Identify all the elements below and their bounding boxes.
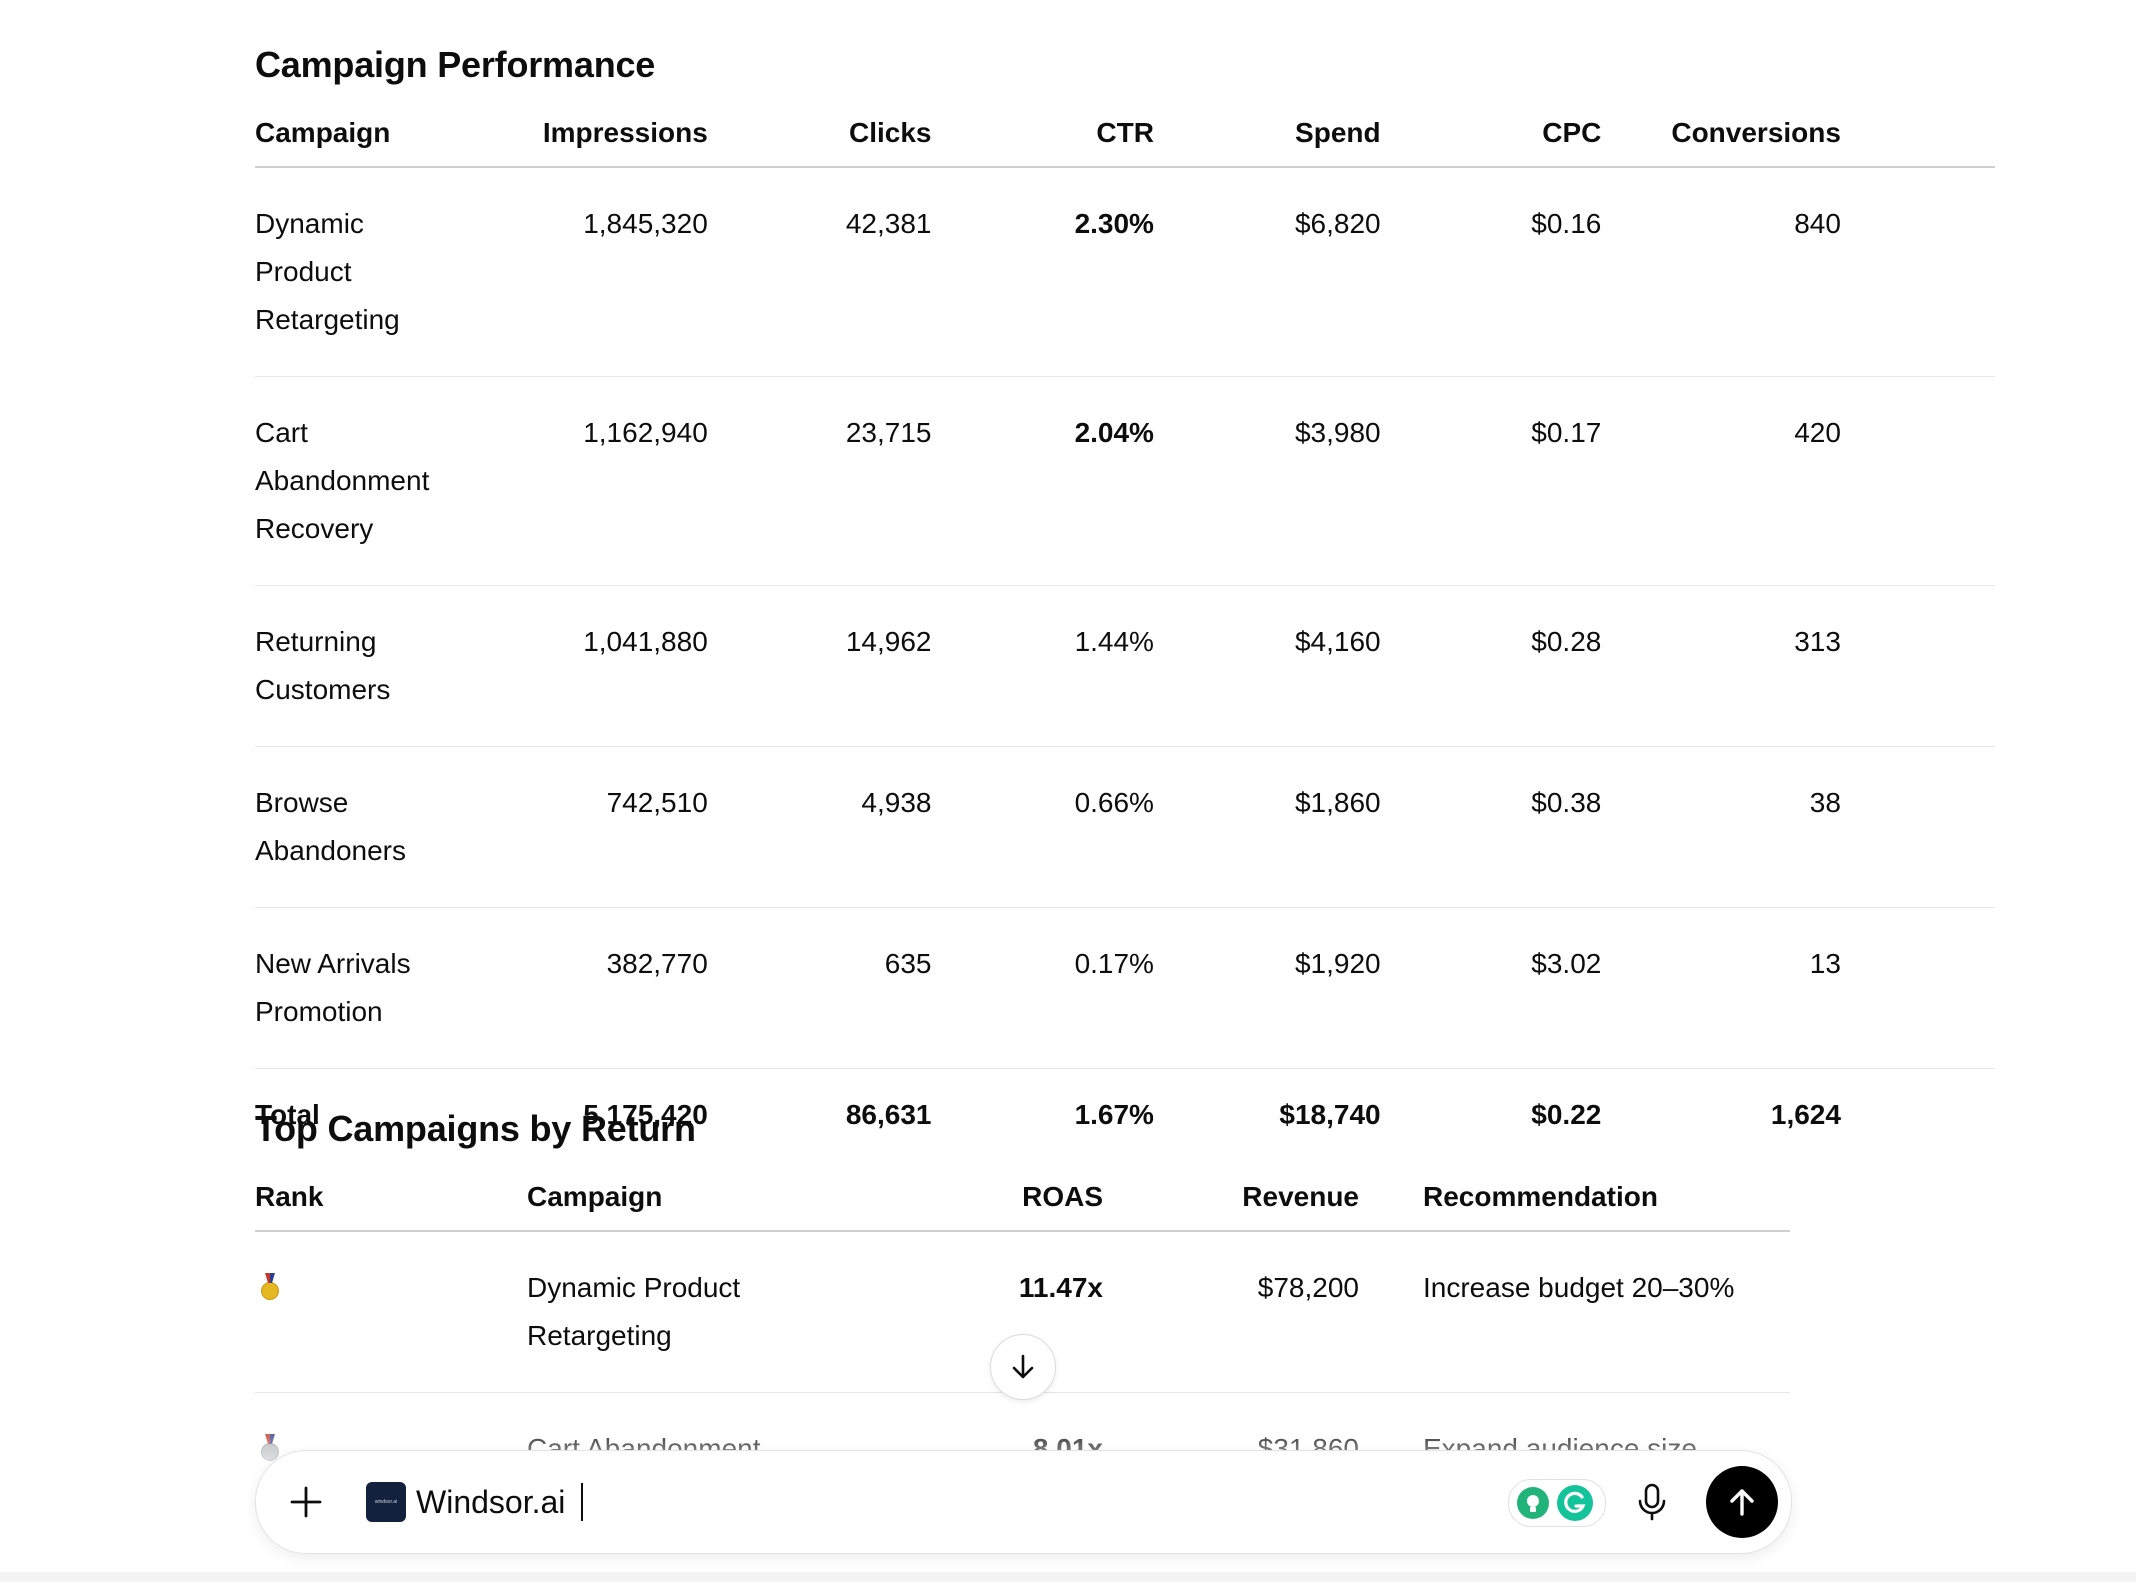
- cell-spacer: [1841, 747, 1995, 908]
- cell-clicks: 14,962: [845, 626, 932, 657]
- cell-spend: $6,820: [1294, 208, 1381, 239]
- header-campaign: Campaign: [527, 1181, 663, 1212]
- cell-spacer: [1841, 1069, 1995, 1172]
- campaign-performance-title: Campaign Performance: [255, 44, 656, 85]
- cell-impressions: 1,162,940: [583, 417, 708, 448]
- cell-total-conversions: 1,624: [1770, 1099, 1841, 1130]
- table-row: Browse Abandoners 742,510 4,938 0.66% $1…: [255, 747, 1995, 908]
- header-clicks: Clicks: [848, 117, 932, 148]
- gold-medal-icon: [261, 1282, 279, 1300]
- cell-conversions: 313: [1794, 626, 1841, 657]
- grammarly-icon[interactable]: [1557, 1485, 1593, 1521]
- send-button[interactable]: [1706, 1466, 1778, 1538]
- cell-spend: $4,160: [1294, 626, 1381, 657]
- cell-total-ctr: 1.67%: [1074, 1099, 1154, 1130]
- cell-clicks: 42,381: [845, 208, 932, 239]
- cell-ctr: 0.66%: [1074, 787, 1154, 818]
- header-roas: ROAS: [1022, 1181, 1103, 1212]
- arrow-up-icon: [1730, 1489, 1754, 1516]
- plus-icon[interactable]: [286, 1482, 326, 1522]
- table-row: Dynamic Product Retargeting 1,845,320 42…: [255, 167, 1995, 377]
- header-campaign: Campaign: [255, 117, 391, 148]
- scroll-to-bottom-button[interactable]: [990, 1334, 1056, 1400]
- cell-cpc: $3.02: [1531, 948, 1602, 979]
- windsor-logo-icon: windsor.ai: [366, 1482, 406, 1522]
- table-row: New Arrivals Promotion 382,770 635 0.17%…: [255, 908, 1995, 1069]
- microphone-icon[interactable]: [1632, 1481, 1672, 1523]
- cell-impressions: 1,845,320: [583, 208, 708, 239]
- table-row: Returning Customers 1,041,880 14,962 1.4…: [255, 586, 1995, 747]
- cell-campaign: Returning Customers: [255, 626, 391, 705]
- header-spend: Spend: [1295, 117, 1381, 148]
- arrow-down-icon: [1012, 1354, 1034, 1379]
- cell-spacer: [1841, 908, 1995, 1069]
- text-caret: [581, 1483, 583, 1521]
- cell-impressions: 1,041,880: [583, 626, 708, 657]
- header-recommendation: Recommendation: [1423, 1181, 1658, 1212]
- cell-spacer: [1841, 167, 1995, 377]
- cell-ctr: 1.44%: [1074, 626, 1154, 657]
- header-spacer: [1841, 98, 1995, 167]
- total-row: Total 5,175,420 86,631 1.67% $18,740 $0.…: [255, 1069, 1995, 1172]
- cell-spend: $1,920: [1294, 948, 1381, 979]
- cell-campaign: Dynamic Product Retargeting: [255, 208, 400, 335]
- cell-ctr: 2.04%: [1074, 417, 1154, 448]
- header-impressions: Impressions: [542, 117, 708, 148]
- cell-impressions: 742,510: [606, 787, 708, 818]
- cell-recommendation: Increase budget 20–30%: [1423, 1272, 1735, 1303]
- cell-rank: [255, 1231, 527, 1393]
- cell-campaign: Cart Abandonment Recovery: [255, 417, 430, 544]
- cell-spacer: [1841, 586, 1995, 747]
- header-ctr: CTR: [1096, 117, 1154, 148]
- assistant-extension-icon[interactable]: [1517, 1487, 1549, 1519]
- cell-ctr: 0.17%: [1074, 948, 1154, 979]
- cell-total-clicks: 86,631: [845, 1099, 932, 1130]
- cell-total-label: Total: [255, 1099, 320, 1130]
- cell-impressions: 382,770: [606, 948, 708, 979]
- cell-campaign: Dynamic Product Retargeting: [527, 1272, 741, 1351]
- cell-conversions: 38: [1809, 787, 1841, 818]
- header-conversions: Conversions: [1671, 117, 1841, 148]
- cell-cpc: $0.28: [1531, 626, 1602, 657]
- cell-revenue: $78,200: [1257, 1272, 1359, 1303]
- table-header-row: Rank Campaign ROAS Revenue Recommendatio…: [255, 1162, 1790, 1231]
- cell-total-spend: $18,740: [1279, 1099, 1381, 1130]
- message-composer[interactable]: windsor.ai Windsor.ai: [255, 1450, 1792, 1554]
- extensions-pill[interactable]: [1508, 1479, 1606, 1527]
- table-header-row: Campaign Impressions Clicks CTR Spend CP…: [255, 98, 1995, 167]
- cell-clicks: 635: [884, 948, 932, 979]
- cell-spacer: [1841, 377, 1995, 586]
- cell-conversions: 420: [1794, 417, 1841, 448]
- header-cpc: CPC: [1542, 117, 1602, 148]
- cell-clicks: 23,715: [845, 417, 932, 448]
- campaign-performance-table: Campaign Impressions Clicks CTR Spend CP…: [255, 98, 1995, 1171]
- connector-chip-label[interactable]: Windsor.ai: [416, 1484, 566, 1520]
- bottom-strip: [0, 1572, 2136, 1582]
- cell-clicks: 4,938: [861, 787, 932, 818]
- header-revenue: Revenue: [1242, 1181, 1359, 1212]
- cell-campaign: New Arrivals Promotion: [255, 948, 411, 1027]
- header-rank: Rank: [255, 1181, 324, 1212]
- cell-total-impressions: 5,175,420: [583, 1099, 708, 1130]
- cell-conversions: 840: [1794, 208, 1841, 239]
- cell-spend: $1,860: [1294, 787, 1381, 818]
- table-row: Cart Abandonment Recovery 1,162,940 23,7…: [255, 377, 1995, 586]
- cell-cpc: $0.17: [1531, 417, 1602, 448]
- cell-total-cpc: $0.22: [1531, 1099, 1602, 1130]
- cell-campaign: Browse Abandoners: [255, 787, 407, 866]
- cell-roas: 11.47x: [1018, 1272, 1103, 1303]
- cell-spend: $3,980: [1294, 417, 1381, 448]
- cell-conversions: 13: [1809, 948, 1841, 979]
- cell-ctr: 2.30%: [1074, 208, 1154, 239]
- top-campaigns-title: Top Campaigns by Return: [255, 1108, 696, 1149]
- cell-cpc: $0.38: [1531, 787, 1602, 818]
- cell-cpc: $0.16: [1531, 208, 1602, 239]
